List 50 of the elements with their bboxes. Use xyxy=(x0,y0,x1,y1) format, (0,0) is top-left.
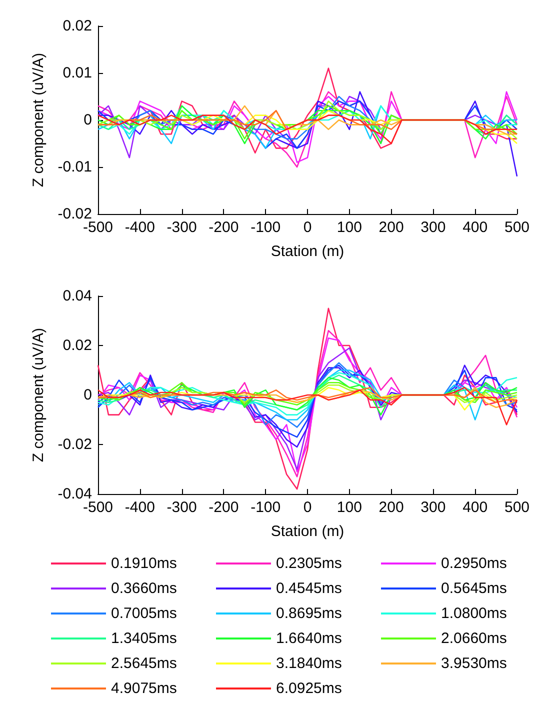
x-tick-label: 500 xyxy=(504,499,530,516)
y-axis-title: Z component (uV/A) xyxy=(30,52,47,188)
y-tick-label: -0.01 xyxy=(58,158,92,176)
y-axis-title: Z component (uV/A) xyxy=(30,328,47,462)
y-tick-label: 0 xyxy=(84,386,92,404)
y-tick-label: 0.02 xyxy=(62,18,92,34)
x-tick-label: -400 xyxy=(124,499,155,516)
x-tick-label: 200 xyxy=(378,499,404,516)
y-tick-label: 0.02 xyxy=(62,337,92,354)
x-tick-label: 0 xyxy=(303,499,312,516)
legend-label: 0.8695ms xyxy=(276,605,342,622)
legend-label: 1.3405ms xyxy=(111,630,177,647)
x-tick-label: -200 xyxy=(208,499,239,516)
legend-label: 0.1910ms xyxy=(111,555,177,572)
legend-label: 0.4545ms xyxy=(276,580,342,597)
x-tick-label: 200 xyxy=(378,219,404,236)
legend-label: 6.0925ms xyxy=(276,680,342,697)
x-tick-label: 100 xyxy=(336,499,362,516)
x-tick-label: 300 xyxy=(420,219,446,236)
legend-label: 4.9075ms xyxy=(111,680,177,697)
x-tick-label: -100 xyxy=(250,499,281,516)
x-tick-label: 0 xyxy=(303,219,312,236)
x-tick-label: 400 xyxy=(462,499,488,516)
x-tick-label: -300 xyxy=(166,219,197,236)
y-tick-label: 0 xyxy=(84,112,92,128)
x-axis-title: Station (m) xyxy=(270,523,344,540)
y-tick-label: -0.02 xyxy=(58,436,92,453)
legend-label: 0.3660ms xyxy=(111,580,177,597)
x-tick-label: -100 xyxy=(250,219,281,236)
x-tick-label: 500 xyxy=(504,219,530,236)
x-tick-label: -300 xyxy=(166,499,197,516)
x-tick-label: 300 xyxy=(420,499,446,516)
legend-label: 3.1840ms xyxy=(276,655,342,672)
legend-label: 2.5645ms xyxy=(111,655,177,672)
legend-label: 0.2305ms xyxy=(276,555,342,572)
x-axis-title: Station (m) xyxy=(270,243,344,260)
legend-label: 3.9530ms xyxy=(441,655,507,672)
x-tick-label: 100 xyxy=(336,219,362,236)
legend-label: 1.6640ms xyxy=(276,630,342,647)
legend-label: 2.0660ms xyxy=(441,630,507,647)
line-series xyxy=(97,386,518,426)
legend-label: 0.5645ms xyxy=(441,580,507,597)
y-tick-label: 0.01 xyxy=(62,64,92,82)
legend-label: 0.2950ms xyxy=(441,555,507,572)
y-tick-label: 0.04 xyxy=(62,288,92,304)
x-tick-label: -200 xyxy=(208,219,239,236)
x-tick-label: 400 xyxy=(462,219,488,236)
legend-label: 0.7005ms xyxy=(111,605,177,622)
x-tick-label: -400 xyxy=(124,219,155,236)
legend-label: 1.0800ms xyxy=(441,605,507,622)
